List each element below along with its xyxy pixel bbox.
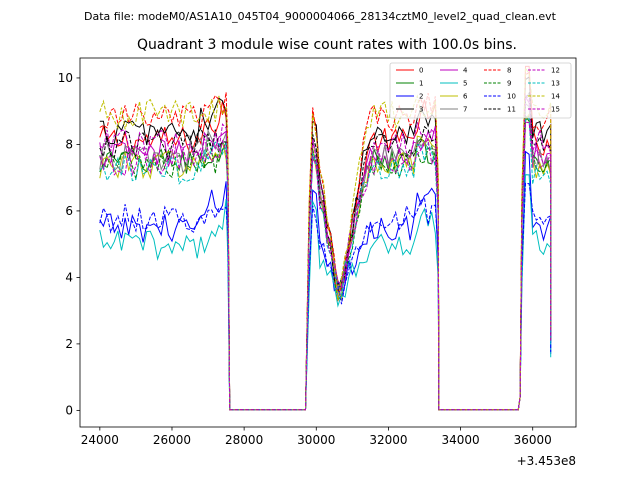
series-line-14 bbox=[99, 66, 552, 411]
plot-area: 24000 26000 28000 30000 32000 34000 36000 0 2 4 6 8… bbox=[58, 57, 577, 468]
legend-box bbox=[389, 62, 572, 119]
x-tick-label-34000: 34000 bbox=[441, 433, 479, 447]
y-tick-label-0: 0 bbox=[65, 403, 73, 417]
x-tick-label-26000: 26000 bbox=[153, 433, 191, 447]
legend-label-3: 3 bbox=[419, 106, 423, 114]
series-line-13 bbox=[99, 117, 552, 411]
legend-label-14: 14 bbox=[551, 93, 560, 101]
legend-label-4: 4 bbox=[463, 67, 468, 75]
legend-label-12: 12 bbox=[551, 67, 560, 75]
x-tick-label-28000: 28000 bbox=[225, 433, 263, 447]
x-tick-label-30000: 30000 bbox=[297, 433, 335, 447]
legend-label-9: 9 bbox=[507, 80, 511, 88]
series-line-5 bbox=[99, 174, 552, 411]
series-line-10 bbox=[99, 182, 552, 411]
series-line-15 bbox=[99, 121, 552, 411]
series-line-8 bbox=[99, 71, 552, 411]
y-tick-label-6: 6 bbox=[65, 204, 73, 218]
legend-label-10: 10 bbox=[507, 93, 516, 101]
legend-label-5: 5 bbox=[463, 80, 467, 88]
legend-label-2: 2 bbox=[419, 93, 423, 101]
series-line-7 bbox=[99, 102, 552, 411]
x-tick-label-24000: 24000 bbox=[81, 433, 119, 447]
suptitle: Data file: modeM0/AS1A10_045T04_90000040… bbox=[84, 10, 557, 23]
series-line-11 bbox=[99, 91, 552, 411]
series-line-2 bbox=[99, 150, 552, 411]
y-tick-label-8: 8 bbox=[65, 137, 73, 151]
x-offset-label: +3.453e8 bbox=[517, 454, 576, 468]
y-tick-label-10: 10 bbox=[58, 71, 73, 85]
legend-label-8: 8 bbox=[507, 67, 511, 75]
axes-frame bbox=[79, 57, 577, 428]
legend-label-15: 15 bbox=[551, 106, 560, 114]
legend-label-0: 0 bbox=[419, 67, 423, 75]
legend-label-1: 1 bbox=[419, 80, 423, 88]
legend-label-11: 11 bbox=[507, 106, 516, 114]
y-tick-label-2: 2 bbox=[65, 337, 73, 351]
legend-label-6: 6 bbox=[463, 93, 468, 101]
y-tick-label-4: 4 bbox=[65, 270, 73, 284]
legend-label-13: 13 bbox=[551, 80, 560, 88]
chart-title: Quadrant 3 module wise count rates with … bbox=[137, 37, 517, 53]
series-line-3 bbox=[99, 76, 552, 411]
legend-label-7: 7 bbox=[463, 106, 467, 114]
x-tick-label-36000: 36000 bbox=[514, 433, 552, 447]
x-tick-label-32000: 32000 bbox=[369, 433, 407, 447]
series-line-12 bbox=[99, 94, 552, 411]
